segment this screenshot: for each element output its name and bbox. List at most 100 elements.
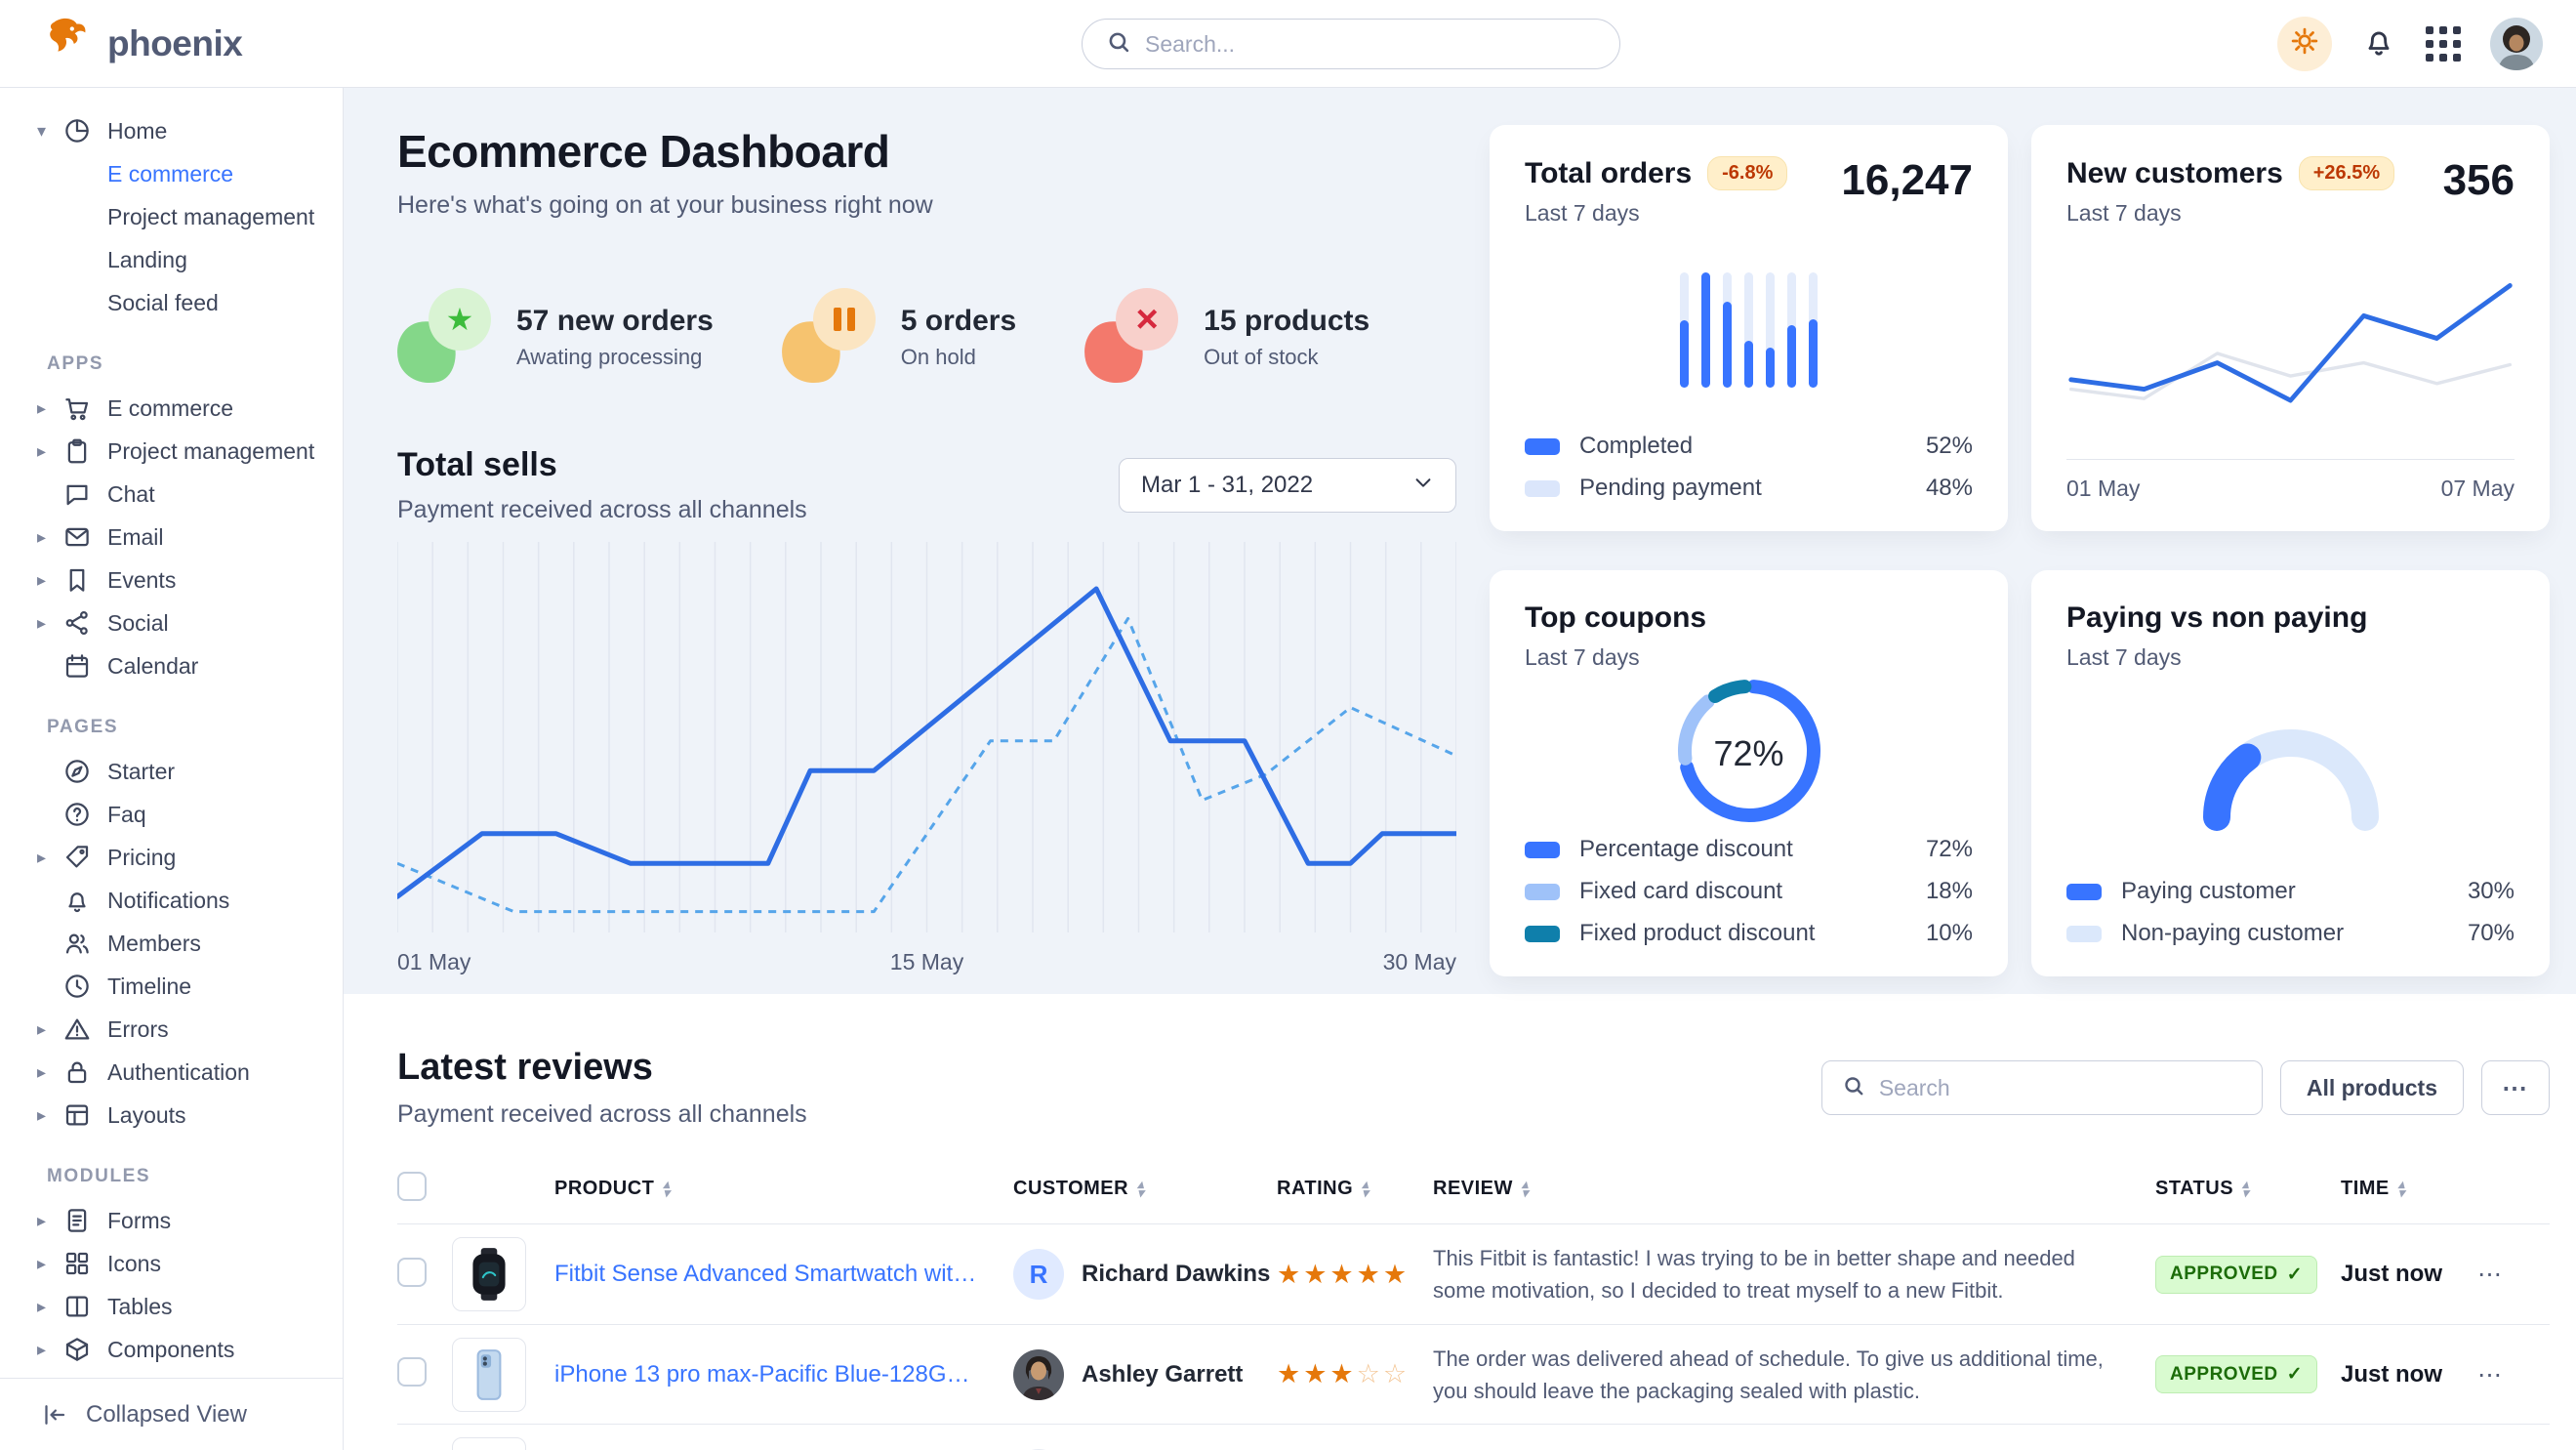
theme-toggle-button[interactable]	[2277, 16, 2332, 71]
total-sells-axis: 01 May 15 May 30 May	[397, 937, 1456, 980]
product-link[interactable]: Fitbit Sense Advanced Smartwatch with To…	[554, 1261, 1013, 1287]
sidebar-item-notifications[interactable]: Notifications	[0, 879, 343, 922]
sidebar-item-errors[interactable]: ▸ Errors	[0, 1008, 343, 1051]
product-thumbnail[interactable]	[452, 1237, 526, 1311]
table-header-row: PRODUCT ▴ ▾ CUSTOMER ▴ ▾ RATING ▴ ▾ REVIEW ▴ ▾ STATU…	[397, 1172, 2550, 1224]
search-input[interactable]	[1145, 30, 1596, 58]
select-all-checkbox[interactable]	[397, 1172, 427, 1201]
paying-gauge-chart	[2066, 671, 2515, 878]
sidebar-item-pricing[interactable]: ▸ Pricing	[0, 836, 343, 879]
user-avatar[interactable]	[2490, 17, 2543, 70]
row-actions-button[interactable]: ⋯	[2477, 1360, 2504, 1388]
row-actions-button[interactable]: ⋯	[2477, 1261, 2504, 1288]
rating-stars: ★★★★★	[1277, 1259, 1411, 1289]
reviews-title: Latest reviews	[397, 1047, 653, 1088]
product-thumbnail[interactable]	[452, 1436, 526, 1450]
column-header-product[interactable]: PRODUCT ▴ ▾	[554, 1177, 671, 1200]
legend-swatch	[1525, 925, 1560, 942]
sort-icon: ▴ ▾	[2397, 1177, 2405, 1200]
chat-icon	[62, 479, 92, 509]
clipboard-icon	[62, 436, 92, 466]
sidebar-item-project-management[interactable]: Project management	[107, 203, 315, 229]
sidebar-item-calendar[interactable]: Calendar	[0, 644, 343, 687]
sidebar-item-events[interactable]: ▸ Events	[0, 559, 343, 601]
apps-grid-button[interactable]	[2426, 25, 2461, 62]
main-content: Ecommerce Dashboard Here's what's going …	[344, 88, 2576, 1450]
brand-name: phoenix	[107, 22, 243, 63]
sidebar-item-email[interactable]: ▸ Email	[0, 516, 343, 559]
sidebar-item-label: Chat	[107, 480, 155, 507]
card-period: Last 7 days	[1525, 644, 1640, 670]
star-icon: ★	[390, 288, 495, 391]
customer-name: Richard Dawkins	[1082, 1261, 1271, 1287]
legend-swatch	[2066, 925, 2102, 942]
top-coupons-legend: Percentage discount 72% Fixed card disco…	[1525, 836, 1973, 947]
date-range-select[interactable]: Mar 1 - 31, 2022	[1119, 458, 1456, 513]
columns-icon	[62, 1292, 92, 1321]
axis-tick: 01 May	[397, 949, 471, 974]
warning-triangle-icon	[62, 1015, 92, 1044]
sidebar-item-label: Project management	[107, 437, 315, 464]
sidebar-section-modules: MODULES	[47, 1166, 151, 1186]
reviews-more-button[interactable]: ⋯	[2481, 1060, 2550, 1115]
sidebar-item-authentication[interactable]: ▸ Authentication	[0, 1051, 343, 1094]
sidebar-item-starter[interactable]: Starter	[0, 750, 343, 793]
sidebar-item-timeline[interactable]: Timeline	[0, 965, 343, 1008]
sidebar-item-components[interactable]: ▸ Components	[0, 1328, 343, 1371]
chevron-right-icon: ▸	[37, 847, 47, 867]
sidebar-nav: ▾ Home E commerce Project management Landin…	[0, 109, 343, 1378]
quick-stat-value: 57 new orders	[516, 304, 714, 337]
legend-label: Fixed product discount	[1579, 920, 1816, 946]
users-icon	[62, 929, 92, 958]
legend-swatch	[1525, 883, 1560, 900]
sidebar-item-e-commerce[interactable]: ▸ E commerce	[0, 387, 343, 430]
sidebar-item-e-commerce[interactable]: E commerce	[107, 160, 234, 186]
bookmark-icon	[62, 565, 92, 595]
sidebar-item-members[interactable]: Members	[0, 922, 343, 965]
brand[interactable]: phoenix	[41, 15, 243, 72]
card-period: Last 7 days	[2066, 644, 2182, 670]
sidebar-item-project-management[interactable]: ▸ Project management	[0, 430, 343, 473]
sidebar-item-social-feed[interactable]: Social feed	[107, 289, 219, 315]
sidebar-item-landing[interactable]: Landing	[107, 246, 187, 272]
box-icon	[62, 1335, 92, 1364]
card-title: Total orders	[1525, 156, 1693, 189]
review-time: Just now	[2341, 1261, 2443, 1287]
sidebar-item-forms[interactable]: ▸ Forms	[0, 1199, 343, 1242]
chevron-right-icon: ▸	[37, 1018, 47, 1039]
sidebar-item-icons[interactable]: ▸ Icons	[0, 1242, 343, 1285]
sidebar-item-label: E commerce	[107, 394, 234, 421]
sidebar-item-tables[interactable]: ▸ Tables	[0, 1285, 343, 1328]
sidebar-group-home[interactable]: ▾ Home	[0, 109, 343, 152]
row-checkbox[interactable]	[397, 1257, 427, 1287]
reviews-search-input[interactable]	[1878, 1074, 2242, 1101]
column-header-customer[interactable]: CUSTOMER ▴ ▾	[1013, 1177, 1145, 1200]
column-header-time[interactable]: TIME ▴ ▾	[2341, 1177, 2405, 1200]
column-header-status[interactable]: STATUS ▴ ▾	[2155, 1177, 2250, 1200]
check-icon: ✓	[2286, 1364, 2304, 1385]
legend-swatch	[1525, 437, 1560, 455]
column-header-rating[interactable]: RATING ▴ ▾	[1277, 1177, 1370, 1200]
all-products-button[interactable]: All products	[2279, 1060, 2464, 1115]
question-circle-icon	[62, 800, 92, 829]
sidebar-item-chat[interactable]: Chat	[0, 473, 343, 516]
avatar: R	[1013, 1249, 1064, 1300]
sidebar-collapse-button[interactable]: Collapsed View	[0, 1378, 343, 1450]
search-icon	[1842, 1074, 1865, 1102]
sidebar-item-faq[interactable]: Faq	[0, 793, 343, 836]
sidebar-item-label: Notifications	[107, 887, 230, 913]
column-header-review[interactable]: REVIEW ▴ ▾	[1433, 1177, 1529, 1200]
notifications-button[interactable]	[2361, 23, 2396, 63]
sidebar-item-layouts[interactable]: ▸ Layouts	[0, 1094, 343, 1137]
chevron-right-icon: ▸	[37, 1296, 47, 1316]
sidebar-item-social[interactable]: ▸ Social	[0, 601, 343, 644]
product-link[interactable]: iPhone 13 pro max-Pacific Blue-128GB sto…	[554, 1360, 1013, 1388]
legend-value: 48%	[1925, 475, 1973, 501]
avatar	[1013, 1348, 1064, 1400]
sort-icon: ▴ ▾	[663, 1177, 671, 1200]
row-checkbox[interactable]	[397, 1357, 427, 1387]
reviews-search[interactable]	[1820, 1060, 2263, 1115]
product-thumbnail[interactable]	[452, 1337, 526, 1412]
card-period: Last 7 days	[2066, 200, 2182, 226]
global-search[interactable]	[1082, 19, 1620, 69]
